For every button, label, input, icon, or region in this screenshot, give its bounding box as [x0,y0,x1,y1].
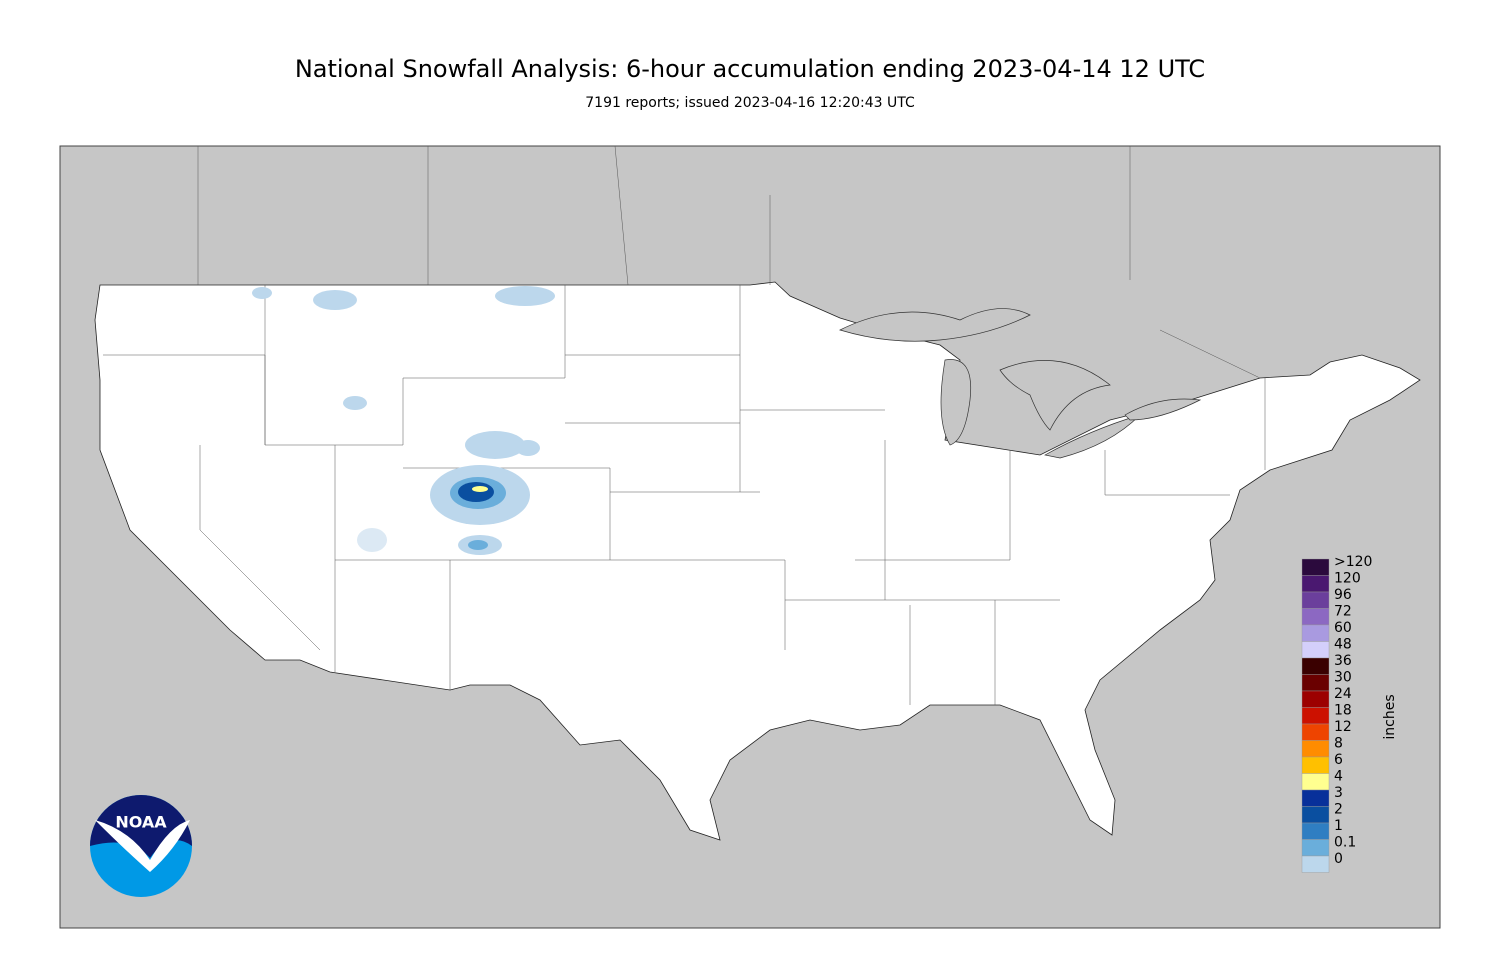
noaa-logo: NOAA [90,795,192,897]
legend: inches >1201209672604836302418128643210.… [1301,554,1398,873]
legend-label: 96 [1334,587,1352,603]
legend-swatch [1301,657,1330,675]
legend-swatch [1301,806,1330,824]
legend-label: 0 [1334,851,1343,867]
legend-swatch [1301,789,1330,807]
legend-label: 0.1 [1334,835,1356,851]
legend-label: 4 [1334,769,1343,785]
legend-swatch [1301,822,1330,840]
legend-swatch [1301,740,1330,758]
legend-label: 48 [1334,637,1352,653]
legend-label: 30 [1334,670,1352,686]
legend-swatch [1301,690,1330,708]
legend-swatch [1301,591,1330,609]
legend-unit: inches [1382,694,1398,739]
legend-swatch [1301,641,1330,659]
legend-swatch [1301,723,1330,741]
subtitle: 7191 reports; issued 2023-04-16 12:20:43… [585,95,915,111]
legend-swatch [1301,608,1330,626]
legend-label: 2 [1334,802,1343,818]
legend-label: 36 [1334,653,1352,669]
title: National Snowfall Analysis: 6-hour accum… [295,55,1205,83]
legend-swatch [1301,855,1330,873]
legend-label: 8 [1334,736,1343,752]
legend-swatch [1301,707,1330,725]
logo-text: NOAA [115,813,167,832]
legend-label: 6 [1334,752,1343,768]
legend-label: 24 [1334,686,1352,702]
legend-label: 1 [1334,818,1343,834]
legend-swatch [1301,839,1330,857]
state-borders [103,145,1266,705]
legend-label: >120 [1334,554,1372,570]
legend-label: 72 [1334,604,1352,620]
map [59,145,1441,929]
legend-swatch [1301,674,1330,692]
legend-label: 18 [1334,703,1352,719]
legend-swatch [1301,624,1330,642]
legend-label: 120 [1334,571,1361,587]
legend-swatch [1301,575,1330,593]
legend-label: 60 [1334,620,1352,636]
great-lakes [839,308,1202,459]
legend-label: 3 [1334,785,1343,801]
legend-label: 12 [1334,719,1352,735]
snow-areas [252,286,555,555]
legend-swatch [1301,756,1330,774]
legend-swatch [1301,773,1330,791]
legend-swatch [1301,558,1330,576]
